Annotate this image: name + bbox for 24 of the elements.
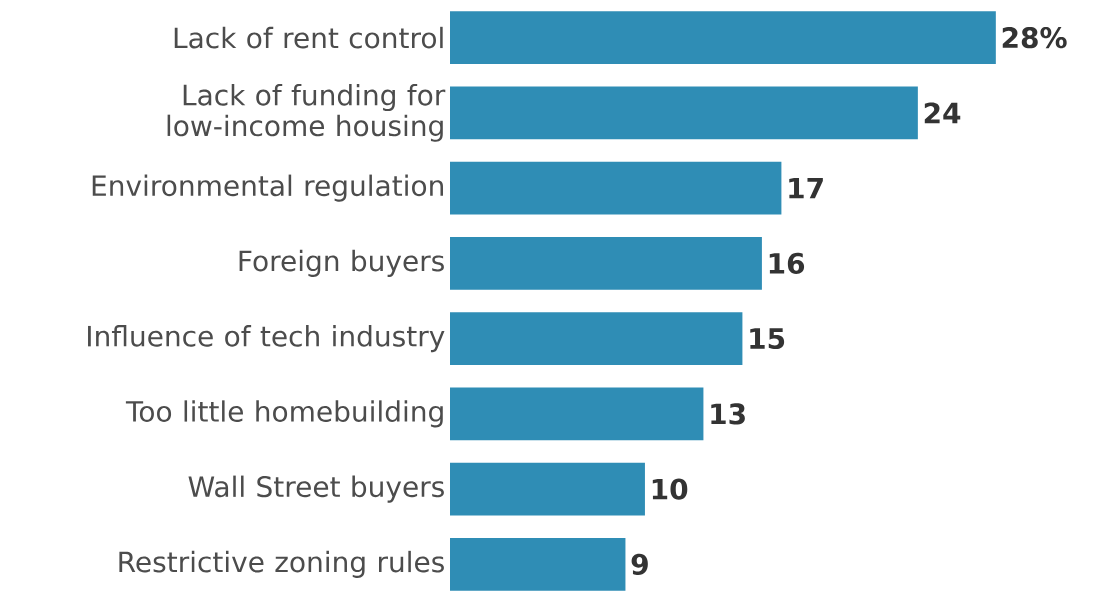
data-label: 16 (769, 252, 805, 274)
y-tick-label: Foreign buyers (239, 249, 444, 277)
y-tick-label: Too little homebuilding (125, 400, 443, 428)
bar (450, 462, 645, 516)
data-label: 13 (711, 403, 745, 425)
bar (450, 86, 918, 140)
data-label: 15 (750, 328, 785, 350)
data-label: 17 (789, 177, 823, 199)
data-label: 9 (631, 553, 648, 575)
bar (450, 387, 704, 441)
bar (450, 237, 762, 290)
y-tick-label: Environmental regulation (92, 174, 443, 202)
bar (450, 538, 626, 591)
data-label: 24 (924, 102, 961, 124)
y-tick-label: Influence of tech industry (88, 325, 445, 353)
y-tick-label: Wall Street buyers (188, 475, 444, 503)
bar (450, 161, 782, 215)
bar (450, 11, 996, 64)
bar (450, 312, 743, 365)
y-tick-label: Restrictive zoning rules (119, 550, 444, 578)
y-tick-label: Lack of rent control (174, 26, 443, 49)
y-tick-label: Lack of funding for low-income housing (167, 84, 446, 142)
data-label: 28% (1002, 27, 1067, 49)
data-label: 10 (652, 478, 688, 500)
